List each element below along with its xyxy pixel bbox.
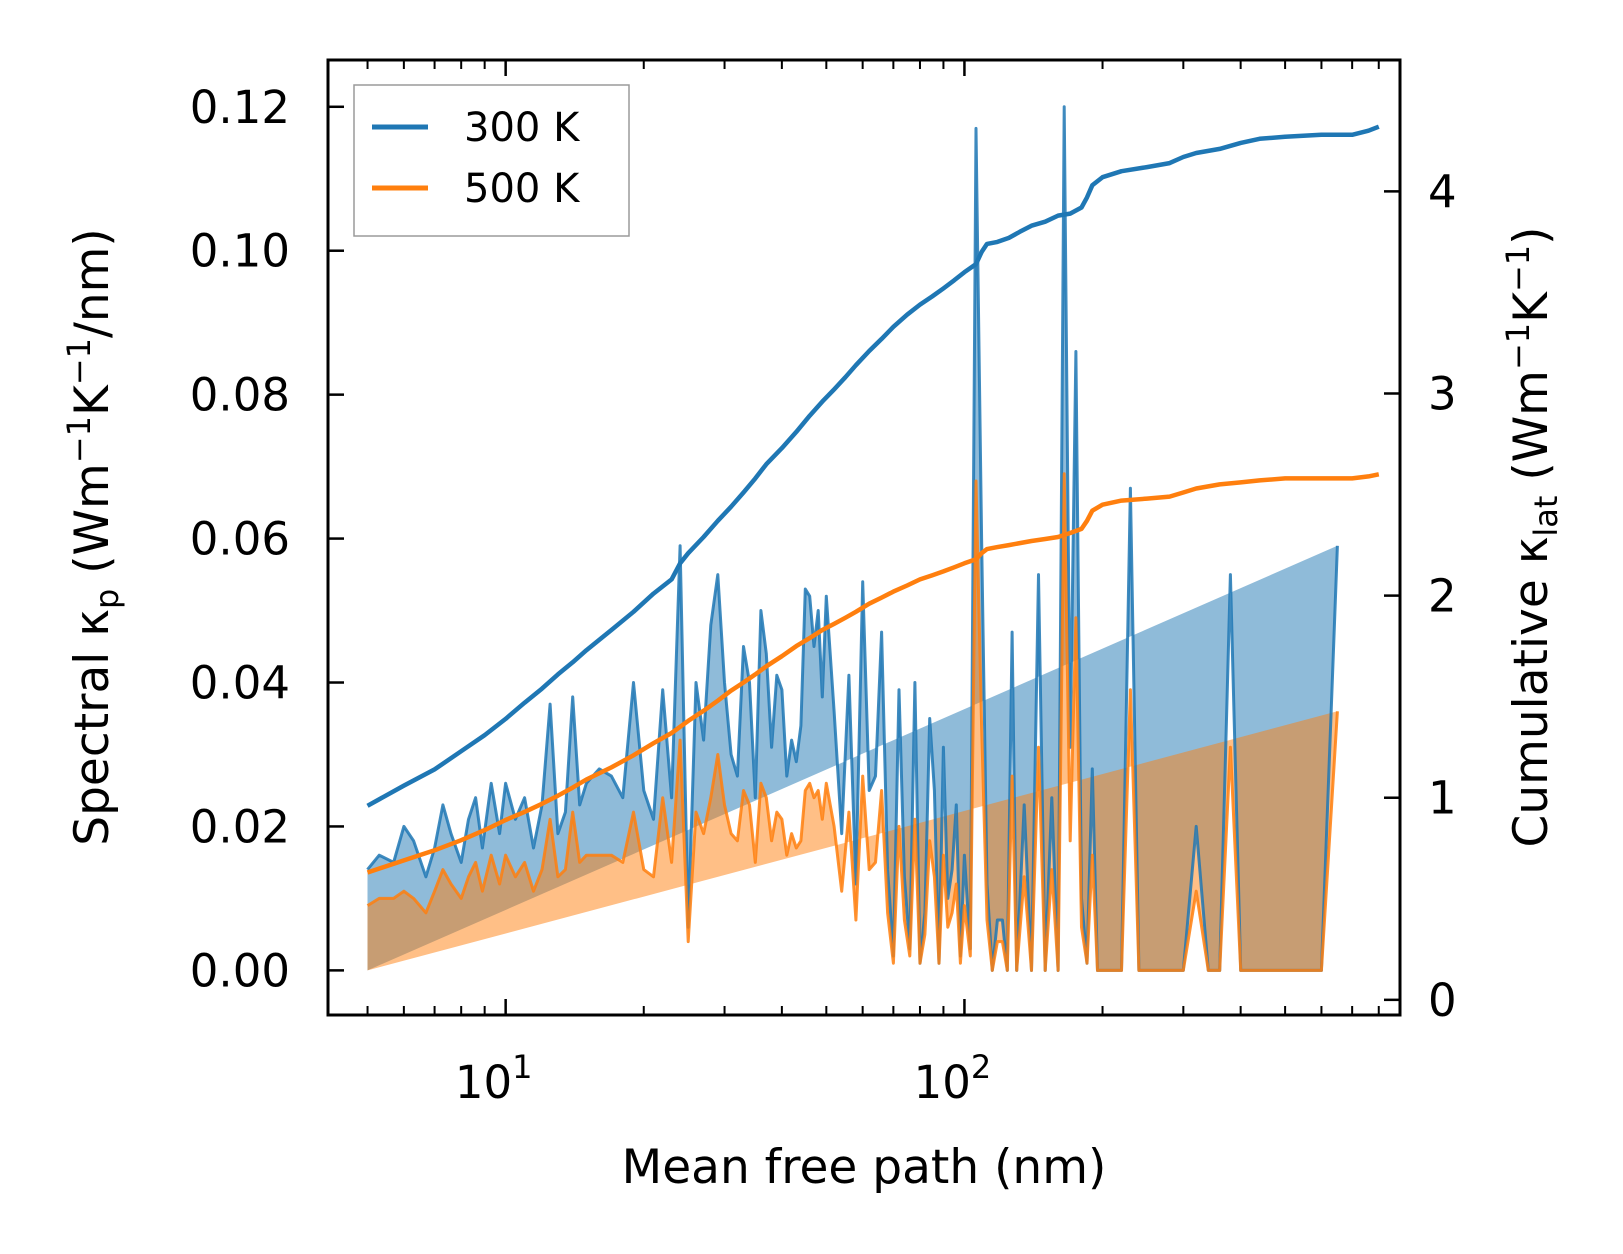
y-tick-label: 0.10 <box>190 225 290 278</box>
y-tick-label: 0.00 <box>190 944 290 997</box>
legend-box <box>353 84 630 237</box>
x-tick-label: 102 <box>914 1048 992 1109</box>
spectral-line-300k <box>366 105 1339 972</box>
y-tick-label: 0.06 <box>190 513 290 566</box>
y2-title-subscript: lat <box>1527 496 1565 537</box>
x-axis-title: Mean free path (nm) <box>622 1140 1107 1195</box>
y-title-part: (Wm <box>65 463 120 589</box>
legend: 300 K 500 K <box>353 84 630 237</box>
y-title-part: Spectral κ <box>65 609 120 846</box>
spectral-line-layer <box>366 105 1339 972</box>
y-tick-label: 0.08 <box>190 369 290 422</box>
plot-frame <box>326 58 1402 1017</box>
y2-title-part: (Wm <box>1504 370 1559 496</box>
y-title-part: K <box>65 384 120 416</box>
y2-title-part: ) <box>1504 226 1559 244</box>
legend-label-300k: 300 K <box>464 105 581 151</box>
y-title-part: /nm) <box>65 228 120 338</box>
legend-label-500k: 500 K <box>464 166 581 212</box>
y-tick-label: 0.04 <box>190 657 290 710</box>
y2-tick-label: 0 <box>1428 974 1457 1027</box>
cumulative-line-500k <box>366 472 1380 875</box>
x-tick-label: 101 <box>455 1048 533 1109</box>
y2-axis-title: Cumulative κlat (Wm−1K−1) <box>1499 226 1565 847</box>
y2-tick-label: 2 <box>1428 570 1457 623</box>
y2-title-superscript: −1 <box>1499 245 1537 292</box>
spectral-area-300k <box>367 106 1338 971</box>
spectral-line-500k <box>366 472 1339 972</box>
y2-tick-label: 4 <box>1428 165 1457 218</box>
y2-title-part: Cumulative κ <box>1504 537 1559 848</box>
y-title-subscript: p <box>88 589 126 609</box>
y2-title-part: K <box>1504 291 1559 323</box>
y2-tick-label: 1 <box>1428 772 1457 825</box>
axis-ticks: 0.00 0.02 0.04 0.06 0.08 0.10 0.12 0 1 2 3 4 101 102 <box>190 60 1457 1109</box>
y-title-superscript: −1 <box>60 416 98 463</box>
cumulative-line-layer <box>366 124 1380 875</box>
y-axis-title: Spectral κp (Wm−1K−1/nm) <box>60 228 126 845</box>
y-tick-label: 0.12 <box>190 81 290 134</box>
y2-title-superscript: −1 <box>1499 323 1537 370</box>
y-tick-label: 0.02 <box>190 800 290 853</box>
y2-tick-label: 3 <box>1428 367 1457 420</box>
y-title-superscript: −1 <box>60 338 98 385</box>
cumulative-line-300k <box>366 124 1380 808</box>
